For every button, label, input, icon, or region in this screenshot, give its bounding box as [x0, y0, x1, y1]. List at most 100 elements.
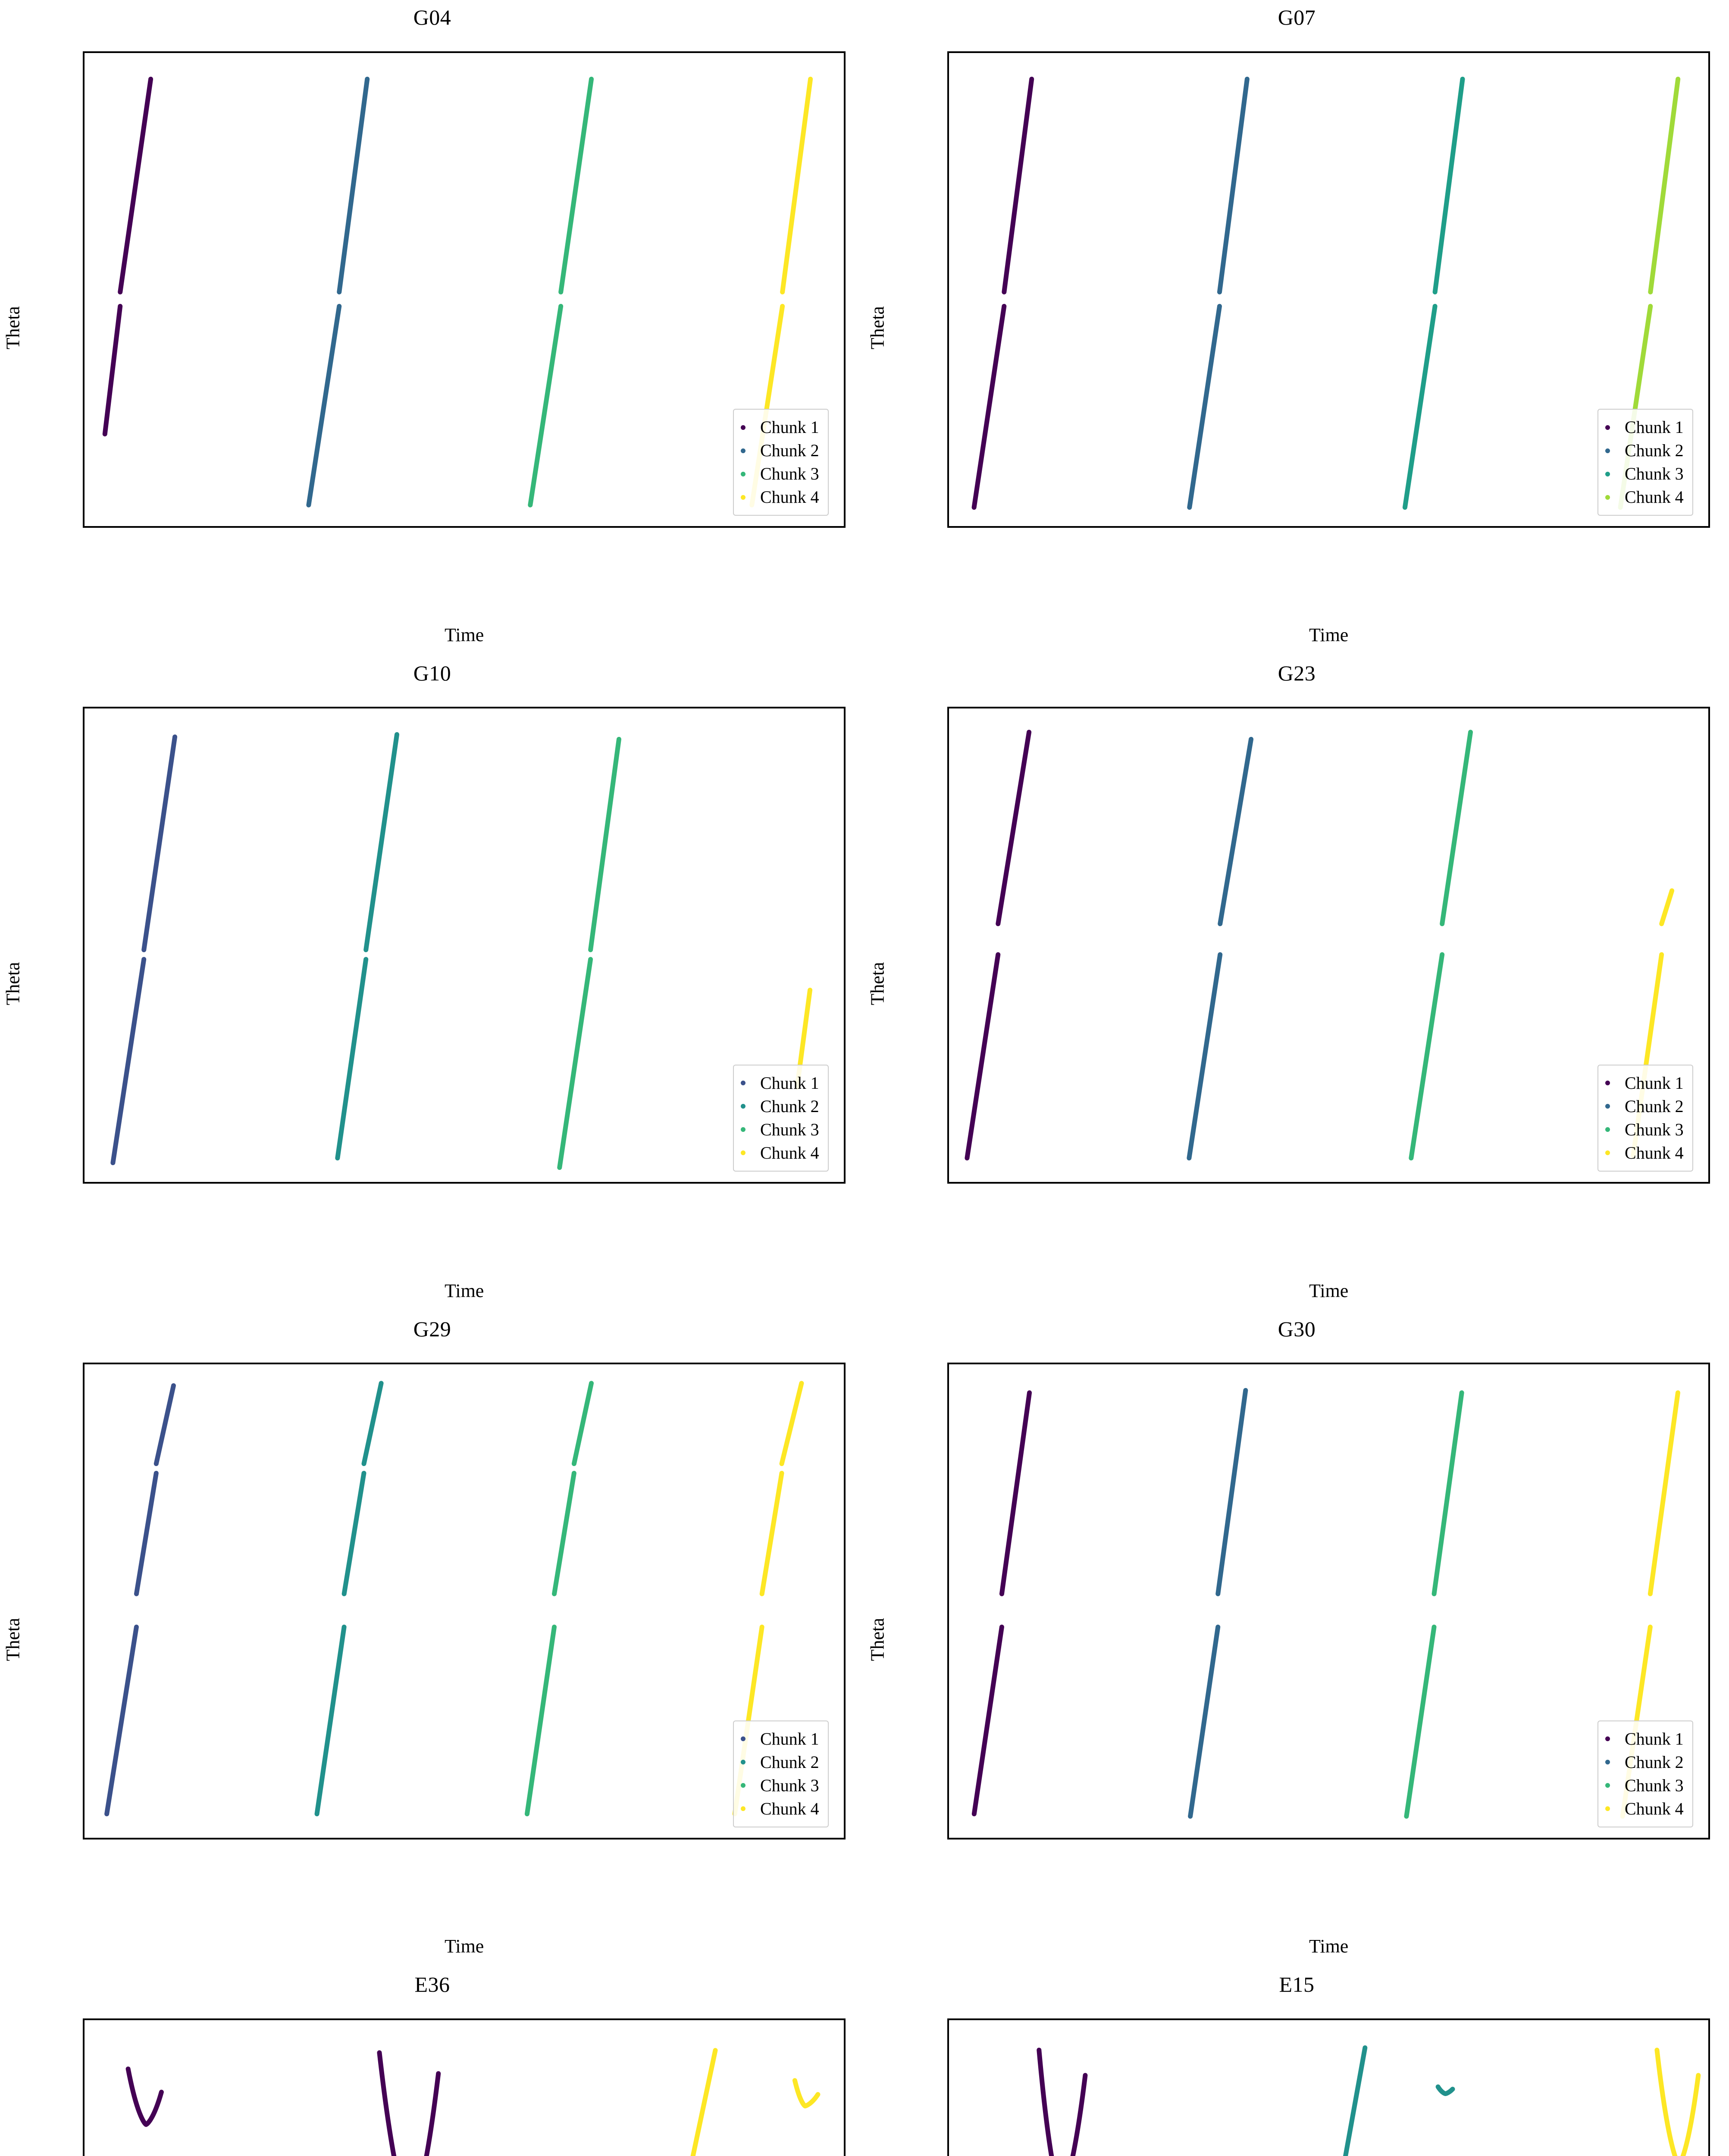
trace-segment	[1405, 306, 1435, 507]
trace-segment	[1220, 740, 1251, 924]
legend-label: Chunk 3	[1625, 1775, 1684, 1795]
legend: Chunk 1 Chunk 2 Chunk 3 Chunk 4	[733, 1064, 829, 1172]
trace-segment	[1411, 955, 1442, 1158]
x-tick-mark	[1666, 1181, 1668, 1182]
legend-item[interactable]: Chunk 3	[741, 462, 819, 486]
legend-item[interactable]: Chunk 2	[741, 1751, 819, 1774]
data-traces	[85, 2020, 843, 2156]
x-tick-mark	[1260, 1837, 1262, 1838]
x-tick-mark	[1408, 1181, 1410, 1182]
trace-curve	[1438, 2087, 1453, 2093]
x-tick-mark	[813, 1837, 815, 1838]
x-tick-mark	[1018, 526, 1020, 528]
trace-curve	[795, 2081, 818, 2106]
legend-item[interactable]: Chunk 1	[741, 1072, 819, 1095]
trace-curve	[1039, 2050, 1085, 2156]
legend-item[interactable]: Chunk 2	[1605, 439, 1684, 462]
legend-item[interactable]: Chunk 2	[1605, 1751, 1684, 1774]
legend-item[interactable]: Chunk 1	[741, 1727, 819, 1751]
trace-segment	[107, 1627, 137, 1814]
y-axis-label: Theta	[867, 962, 888, 1006]
panel-g07: G07 Theta Time −500501002000002500003000003…	[864, 0, 1729, 656]
y-axis-label: Theta	[2, 962, 24, 1006]
legend-item[interactable]: Chunk 1	[741, 416, 819, 439]
panel-title: E15	[1279, 1972, 1315, 1997]
legend-item[interactable]: Chunk 4	[1605, 486, 1684, 509]
trace-segment	[339, 79, 367, 292]
plot-area: −500501002000002500003000003500004000004…	[83, 51, 846, 528]
plot-area: −500501002000002500003000003500004000004…	[83, 2018, 846, 2156]
legend: Chunk 1 Chunk 2 Chunk 3 Chunk 4	[1597, 1720, 1693, 1827]
legend-item[interactable]: Chunk 4	[741, 1797, 819, 1821]
legend-item[interactable]: Chunk 1	[1605, 1727, 1684, 1751]
panel-g30: G30 Theta Time −500501002000002500003000003…	[864, 1312, 1729, 1968]
legend-item[interactable]: Chunk 1	[1605, 1072, 1684, 1095]
trace-segment	[974, 306, 1005, 507]
x-tick-mark	[672, 1181, 674, 1182]
x-tick-mark	[802, 1181, 804, 1182]
panel-g04: G04 Theta Time −500501002000002500003000003…	[0, 0, 864, 656]
trace-segment	[591, 740, 619, 950]
trace-segment	[1651, 1393, 1678, 1594]
legend-item[interactable]: Chunk 3	[1605, 1774, 1684, 1797]
trace-segment	[762, 1473, 782, 1594]
legend-label: Chunk 1	[1625, 417, 1684, 437]
legend-label: Chunk 3	[760, 464, 819, 484]
legend-marker-icon	[1605, 1806, 1610, 1811]
panel-title: G04	[413, 5, 451, 30]
legend-marker-icon	[741, 1736, 745, 1742]
x-tick-mark	[1144, 526, 1146, 528]
x-tick-mark	[414, 1181, 416, 1182]
legend-item[interactable]: Chunk 2	[1605, 1095, 1684, 1118]
x-axis-label: Time	[445, 1936, 484, 1957]
trace-segment	[120, 79, 151, 292]
legend-marker-icon	[741, 1081, 745, 1086]
legend-item[interactable]: Chunk 2	[741, 439, 819, 462]
data-traces	[949, 1364, 1708, 1838]
legend-item[interactable]: Chunk 4	[741, 486, 819, 509]
legend-label: Chunk 1	[760, 1073, 819, 1093]
trace-segment	[782, 1383, 802, 1464]
x-tick-mark	[285, 1181, 287, 1182]
data-traces	[85, 1364, 843, 1838]
trace-segment	[364, 1383, 381, 1464]
legend-item[interactable]: Chunk 4	[1605, 1797, 1684, 1821]
legend-label: Chunk 3	[1625, 1119, 1684, 1139]
trace-segment	[1004, 79, 1032, 292]
trace-segment	[967, 955, 998, 1158]
trace-segment	[574, 1383, 592, 1464]
plot-area: −500501002000002500003000003500004000004…	[947, 51, 1710, 528]
data-traces	[85, 708, 843, 1182]
x-tick-mark	[1385, 1837, 1388, 1838]
legend-marker-icon	[1605, 471, 1610, 476]
legend-label: Chunk 2	[1625, 1096, 1684, 1116]
panel-e15: E15ThetaTime−100−50050100200000250000300…	[864, 1967, 1729, 2156]
data-traces	[949, 2020, 1708, 2156]
panel-title: G29	[413, 1316, 451, 1341]
panel-e36: E36ThetaTime−500501002000002500003000003…	[0, 1967, 864, 2156]
legend-item[interactable]: Chunk 3	[1605, 1118, 1684, 1141]
trace-segment	[1662, 891, 1672, 924]
x-tick-mark	[1537, 1181, 1539, 1182]
legend-marker-icon	[1605, 1783, 1610, 1788]
legend-item[interactable]: Chunk 3	[1605, 462, 1684, 486]
legend-item[interactable]: Chunk 4	[741, 1141, 819, 1165]
panel-title: E36	[414, 1972, 450, 1997]
legend-label: Chunk 2	[760, 1096, 819, 1116]
legend-item[interactable]: Chunk 4	[1605, 1141, 1684, 1165]
legend-marker-icon	[1605, 1760, 1610, 1765]
legend-item[interactable]: Chunk 3	[741, 1774, 819, 1797]
legend-marker-icon	[741, 1760, 745, 1765]
legend-item[interactable]: Chunk 2	[741, 1095, 819, 1118]
legend-item[interactable]: Chunk 3	[741, 1118, 819, 1141]
x-tick-mark	[1519, 526, 1521, 528]
x-tick-mark	[166, 526, 167, 528]
legend-label: Chunk 1	[1625, 1073, 1684, 1093]
legend-item[interactable]: Chunk 1	[1605, 416, 1684, 439]
legend-label: Chunk 4	[760, 487, 819, 507]
panel-g29: G29 Theta Time −500501002500003000003500004…	[0, 1312, 864, 1968]
trace-segment	[1406, 1627, 1434, 1816]
legend-label: Chunk 2	[1625, 441, 1684, 461]
plot-area: −500501002500003000003500004000004500005…	[83, 1363, 846, 1839]
